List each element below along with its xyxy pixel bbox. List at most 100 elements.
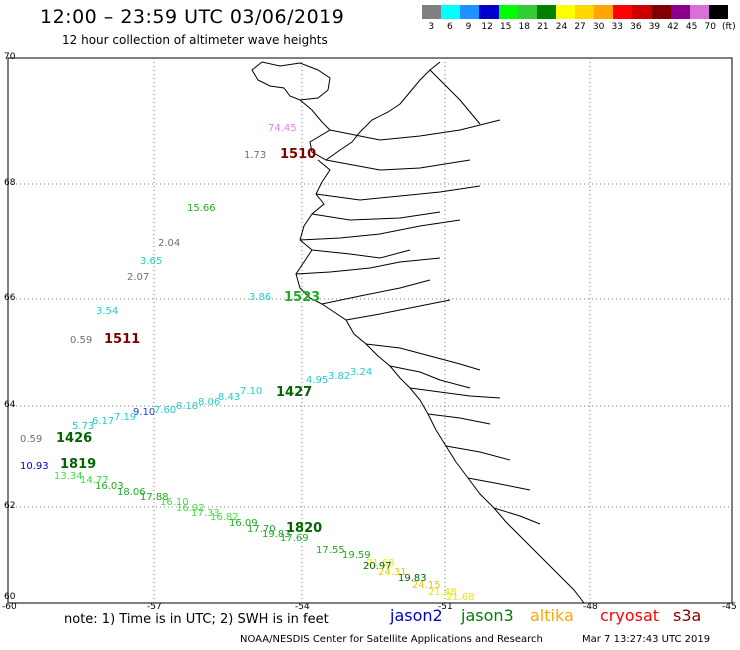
wave-height-label: 17.70 — [247, 524, 276, 535]
colorbar-label: 21 — [537, 22, 549, 32]
lat-tick-62: 62 — [4, 501, 16, 511]
wave-height-label: 19.83 — [398, 573, 427, 584]
wave-height-label: 15.66 — [187, 203, 216, 214]
colorbar-swatch — [555, 5, 575, 19]
colorbar-label: 9 — [465, 22, 472, 32]
colorbar-label: (ft) — [722, 22, 736, 32]
pass-time-label: 1819 — [60, 457, 96, 472]
wave-height-label: 7.19 — [114, 412, 136, 423]
wave-height-label: 2.04 — [158, 238, 180, 249]
pass-time-label: 1511 — [104, 332, 140, 347]
colorbar-label: 45 — [685, 22, 698, 32]
wave-height-label: 74.45 — [268, 123, 297, 134]
wave-height-label: 10.93 — [20, 461, 49, 472]
wave-height-label: 17.33 — [191, 508, 220, 519]
wave-height-label: 3.54 — [96, 306, 118, 317]
lat-tick-70: 70 — [4, 52, 16, 62]
wave-height-label: 7.60 — [154, 405, 176, 416]
wave-height-label: 14.77 — [80, 475, 109, 486]
wave-height-label: 16.03 — [95, 481, 124, 492]
wave-height-label: 6.17 — [92, 416, 114, 427]
wave-height-label: 3.82 — [328, 371, 350, 382]
colorbar-label: 12 — [481, 22, 493, 32]
wave-height-label: 24.15 — [412, 580, 441, 591]
lon-tick-45: -45 — [722, 602, 737, 612]
wave-height-colorbar — [422, 5, 728, 19]
wave-height-label: 24.31 — [378, 567, 407, 578]
lon-tick-60: -60 — [2, 602, 17, 612]
note-text: note: 1) Time is in UTC; 2) SWH is in fe… — [64, 612, 329, 627]
pass-time-label: 1523 — [284, 290, 320, 305]
pass-time-label: 1820 — [286, 521, 322, 536]
colorbar-label: 18 — [518, 22, 530, 32]
colorbar-swatch — [632, 5, 652, 19]
pass-time-label: 1426 — [56, 431, 92, 446]
wave-height-label: 0.59 — [20, 434, 42, 445]
wave-height-label: 17.88 — [140, 492, 169, 503]
legend-jason2: jason2 — [390, 606, 443, 625]
colorbar-label: 33 — [611, 22, 623, 32]
lat-tick-68: 68 — [4, 178, 16, 188]
colorbar-labels: 3 6 9 12 15 18 21 24 27 30 33 36 39 42 45 70 (ft) — [422, 22, 738, 34]
wave-height-label: 4.95 — [306, 375, 328, 386]
colorbar-swatch — [708, 5, 728, 19]
lat-tick-60: 60 — [4, 592, 16, 602]
pass-time-label: 1427 — [276, 385, 312, 400]
wave-height-label: 16.10 — [160, 497, 189, 508]
wave-height-label: 0.59 — [70, 335, 92, 346]
wave-height-label: 17.69 — [280, 533, 309, 544]
colorbar-label: 27 — [574, 22, 586, 32]
lon-tick-57: -57 — [147, 602, 162, 612]
wave-height-label: 8.43 — [218, 392, 240, 403]
colorbar-label: 30 — [592, 22, 605, 32]
wave-height-label: 3.86 — [249, 292, 271, 303]
colorbar-swatch — [536, 5, 556, 19]
colorbar-label: 15 — [499, 22, 512, 32]
legend-jason3: jason3 — [461, 606, 514, 625]
colorbar-swatch — [441, 5, 461, 19]
legend-cryosat: cryosat — [600, 606, 660, 625]
wave-height-label: 21.68 — [446, 592, 475, 603]
lat-lon-grid — [8, 58, 732, 603]
colorbar-swatch — [460, 5, 480, 19]
lon-tick-54: -54 — [295, 602, 310, 612]
wave-height-label: 16.09 — [229, 518, 258, 529]
colorbar-label: 39 — [648, 22, 661, 32]
colorbar-label: 24 — [555, 22, 568, 32]
colorbar-swatch — [651, 5, 671, 19]
wave-height-label: 17.55 — [316, 545, 345, 556]
colorbar-swatch — [613, 5, 633, 19]
wave-height-label: 8.06 — [198, 397, 220, 408]
map-subtitle: 12 hour collection of altimeter wave hei… — [62, 33, 328, 47]
lon-tick-51: -51 — [438, 602, 453, 612]
colorbar-label: 3 — [428, 22, 435, 32]
wave-height-label: 21.48 — [428, 587, 457, 598]
wave-height-label: 5.73 — [72, 421, 94, 432]
lat-tick-66: 66 — [4, 293, 16, 303]
footer-credit: NOAA/NESDIS Center for Satellite Applica… — [240, 634, 543, 645]
wave-height-label: 20.97 — [363, 561, 392, 572]
wave-height-label: 3.24 — [350, 367, 372, 378]
wave-height-label: 7.10 — [240, 386, 262, 397]
colorbar-swatch — [517, 5, 537, 19]
wave-height-label: 1.73 — [244, 150, 266, 161]
lat-tick-64: 64 — [4, 400, 16, 410]
wave-height-label: 16.92 — [176, 503, 205, 514]
wave-height-label: 8.18 — [176, 401, 198, 412]
lon-tick-48: -48 — [583, 602, 598, 612]
wave-height-label: 16.82 — [210, 512, 239, 523]
colorbar-swatch — [689, 5, 709, 19]
wave-height-label: 19.83 — [262, 529, 291, 540]
wave-height-label: 19.59 — [342, 550, 371, 561]
wave-height-label: 21.68 — [366, 558, 395, 569]
colorbar-swatch — [498, 5, 518, 19]
greenland-coastline — [251, 61, 585, 604]
wave-height-label: 13.34 — [54, 471, 83, 482]
colorbar-swatch — [594, 5, 614, 19]
pass-time-label: 1510 — [280, 147, 316, 162]
colorbar-swatch — [670, 5, 690, 19]
legend-altika: altika — [530, 606, 574, 625]
map-title: 12:00 – 23:59 UTC 03/06/2019 — [40, 6, 345, 28]
colorbar-label: 36 — [630, 22, 642, 32]
